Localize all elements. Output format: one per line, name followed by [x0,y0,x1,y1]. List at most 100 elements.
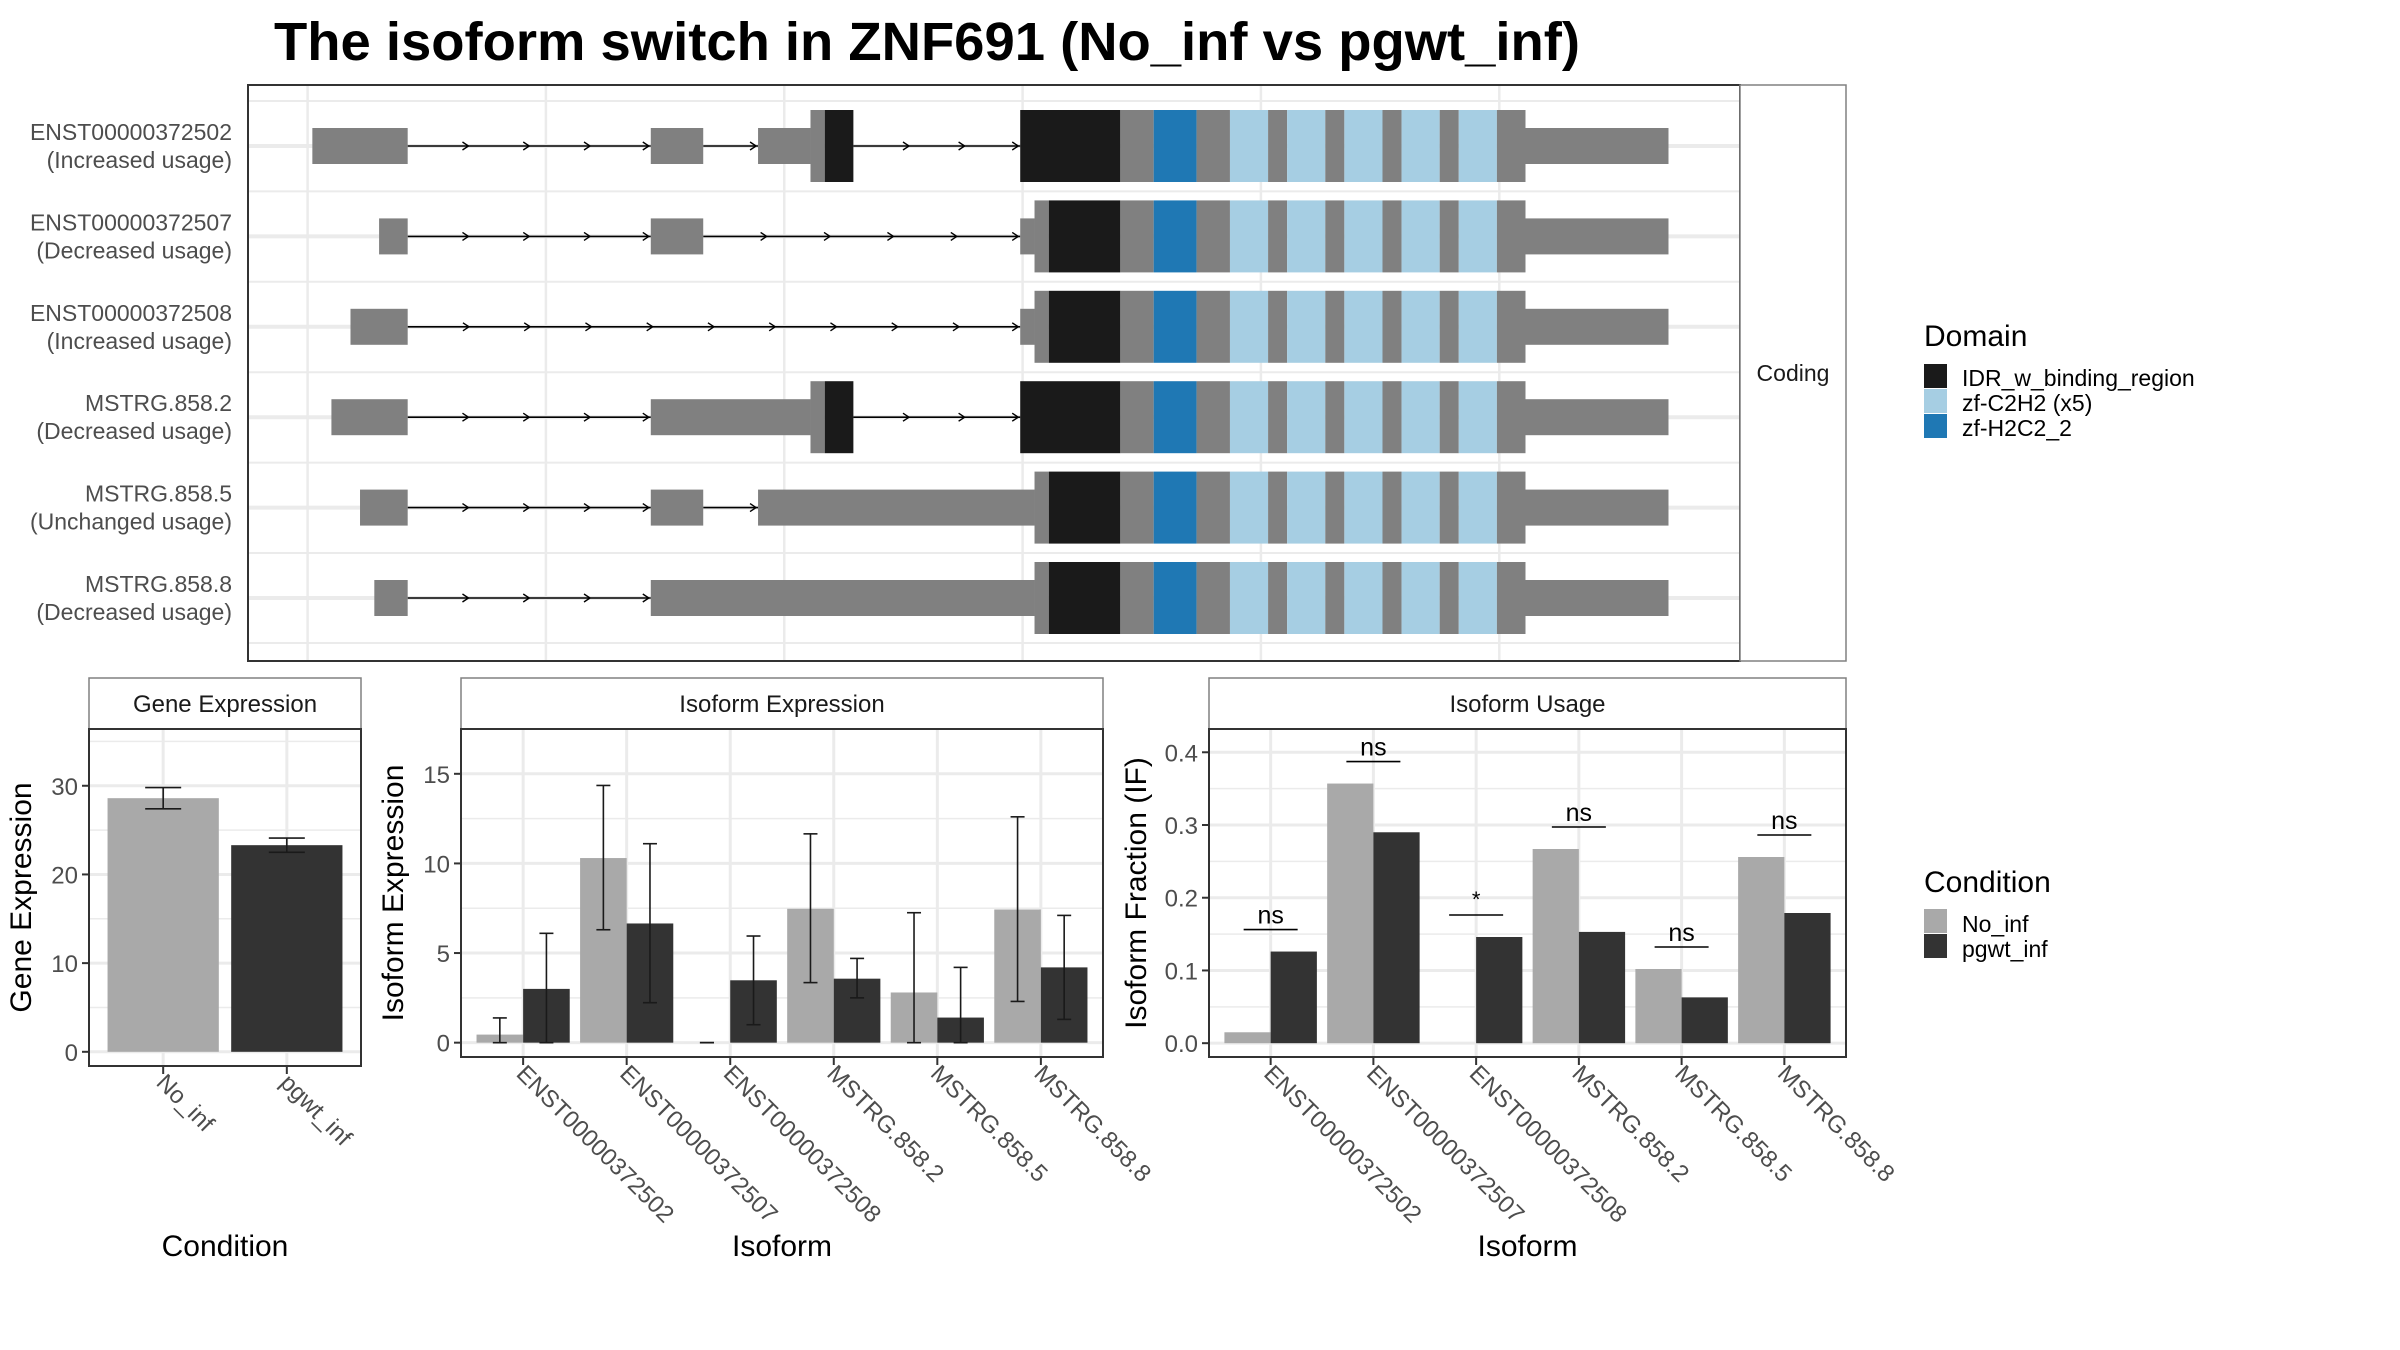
exon-segment-zf-h2c2-2 [1153,562,1197,634]
intron-arrow-icon [646,322,654,332]
intron-arrow-icon [760,231,768,241]
legend-swatch-no-inf [1924,909,1947,933]
transcript-row-enst00000372507: ENST00000372507(Decreased usage) [30,200,1669,273]
intron-arrow-icon [585,322,593,332]
exon-segment-idr-w-binding-region [824,381,854,454]
exon-segment-zf-c2h2-x5 [1229,471,1269,544]
x-axis-title: Isoform [732,1230,832,1263]
exon-segment-zf-c2h2-x5 [1229,200,1269,273]
exon-segment-utr [1020,308,1035,345]
exon-segment-utr [1525,489,1669,526]
transcript-status-label: (Decreased usage) [36,418,232,444]
exon-segment-zf-c2h2-x5 [1458,110,1497,182]
isoform-expression-panel: Isoform Expression051015ENST00000372502E… [377,677,1156,1263]
exon-segment-utr [1525,399,1669,436]
y-tick-label: 15 [423,762,450,789]
exon-segment-cds [1382,110,1402,182]
exon-segment-cds [810,110,825,182]
exon-segment-cds [1268,471,1288,544]
intron-arrow-icon [642,503,651,513]
bar-enst00000372502-no-inf [1224,1032,1271,1044]
exon-segment-zf-c2h2-x5 [1401,290,1440,363]
exon-segment-cds [1439,290,1459,363]
exon-segment-utr [650,580,1035,616]
intron-arrow-icon [958,412,966,422]
exon-segment-cds [1325,110,1345,182]
exon-segment-utr [650,128,704,164]
exon-segment-utr [360,489,408,526]
condition-legend-title: Condition [1924,866,2051,899]
exon-segment-cds [1196,110,1230,182]
exon-segment-cds [1496,290,1526,363]
intron-arrow-icon [462,412,470,422]
y-tick-label: 0 [437,1031,450,1058]
intron-arrow-icon [522,593,531,603]
bar-mstrg-858-5-pgwt-inf [1681,997,1728,1044]
exon-segment-zf-c2h2-x5 [1401,110,1440,182]
exon-segment-cds [1496,471,1526,544]
exon-segment-cds [1439,562,1459,634]
exon-segment-zf-c2h2-x5 [1344,290,1383,363]
exon-segment-cds [1325,200,1345,273]
exon-segment-cds [1196,200,1230,273]
exon-segment-cds [1120,200,1154,273]
intron-arrow-icon [583,231,592,241]
intron-arrow-icon [952,322,961,332]
exon-segment-cds [1268,200,1288,273]
y-tick-label: 20 [51,862,78,889]
exon-segment-zf-c2h2-x5 [1344,562,1383,634]
exon-segment-zf-c2h2-x5 [1229,110,1269,182]
intron-arrow-icon [1011,412,1020,422]
exon-segment-cds [1439,381,1459,454]
intron-arrow-icon [902,141,911,151]
panel-strip-title: Isoform Expression [679,691,884,718]
transcript-id-label: ENST00000372508 [30,300,232,326]
intron-arrow-icon [1011,322,1020,332]
exon-segment-zf-h2c2-2 [1153,200,1197,273]
legend-swatch-pgwt-inf [1924,934,1947,958]
exon-segment-zf-c2h2-x5 [1229,381,1269,454]
transcript-status-label: (Decreased usage) [36,237,232,263]
y-tick-label: 0.0 [1165,1031,1198,1058]
transcript-row-enst00000372502: ENST00000372502(Increased usage) [30,110,1669,182]
exon-segment-cds [1382,471,1402,544]
y-tick-label: 0.3 [1165,813,1198,840]
legend-label-no-inf: No_inf [1962,911,2029,937]
panel-frame [1208,728,1847,1058]
bar-pgwt-inf [231,845,343,1052]
significance-label: ns [1771,807,1797,835]
y-tick-label: 5 [437,941,450,968]
exon-segment-cds [1382,562,1402,634]
exon-segment-cds [1268,110,1288,182]
intron-arrow-icon [642,231,651,241]
intron-arrow-icon [642,141,651,151]
panel-strip-title: Isoform Usage [1449,691,1605,718]
exon-segment-zf-c2h2-x5 [1287,381,1326,454]
exon-segment-utr [650,489,704,526]
exon-segment-utr [350,308,408,345]
exon-segment-cds [1268,381,1288,454]
exon-segment-idr-w-binding-region [1048,471,1121,544]
bar-mstrg-858-5-no-inf [1635,969,1682,1044]
bar-mstrg-858-8-pgwt-inf [1784,913,1831,1044]
exon-segment-cds [1196,562,1230,634]
exon-segment-zf-c2h2-x5 [1287,200,1326,273]
y-tick-label: 0 [65,1040,78,1067]
intron-arrow-icon [768,322,777,332]
exon-segment-cds [1034,200,1049,273]
y-tick-label: 0.4 [1165,740,1198,767]
exon-segment-zf-c2h2-x5 [1458,562,1497,634]
exon-segment-zf-c2h2-x5 [1287,110,1326,182]
exon-segment-zf-h2c2-2 [1153,381,1197,454]
exon-segment-cds [1034,471,1049,544]
y-tick-label: 10 [423,851,450,878]
coding-strip [1739,84,1847,662]
intron-arrow-icon [583,412,592,422]
bar-mstrg-858-8-no-inf [1738,857,1785,1044]
transcript-row-mstrg-858-5: MSTRG.858.5(Unchanged usage) [30,471,1669,544]
intron-arrow-icon [642,412,651,422]
transcript-id-label: MSTRG.858.8 [85,571,232,597]
exon-segment-cds [1496,381,1526,454]
exon-segment-cds [1034,562,1049,634]
